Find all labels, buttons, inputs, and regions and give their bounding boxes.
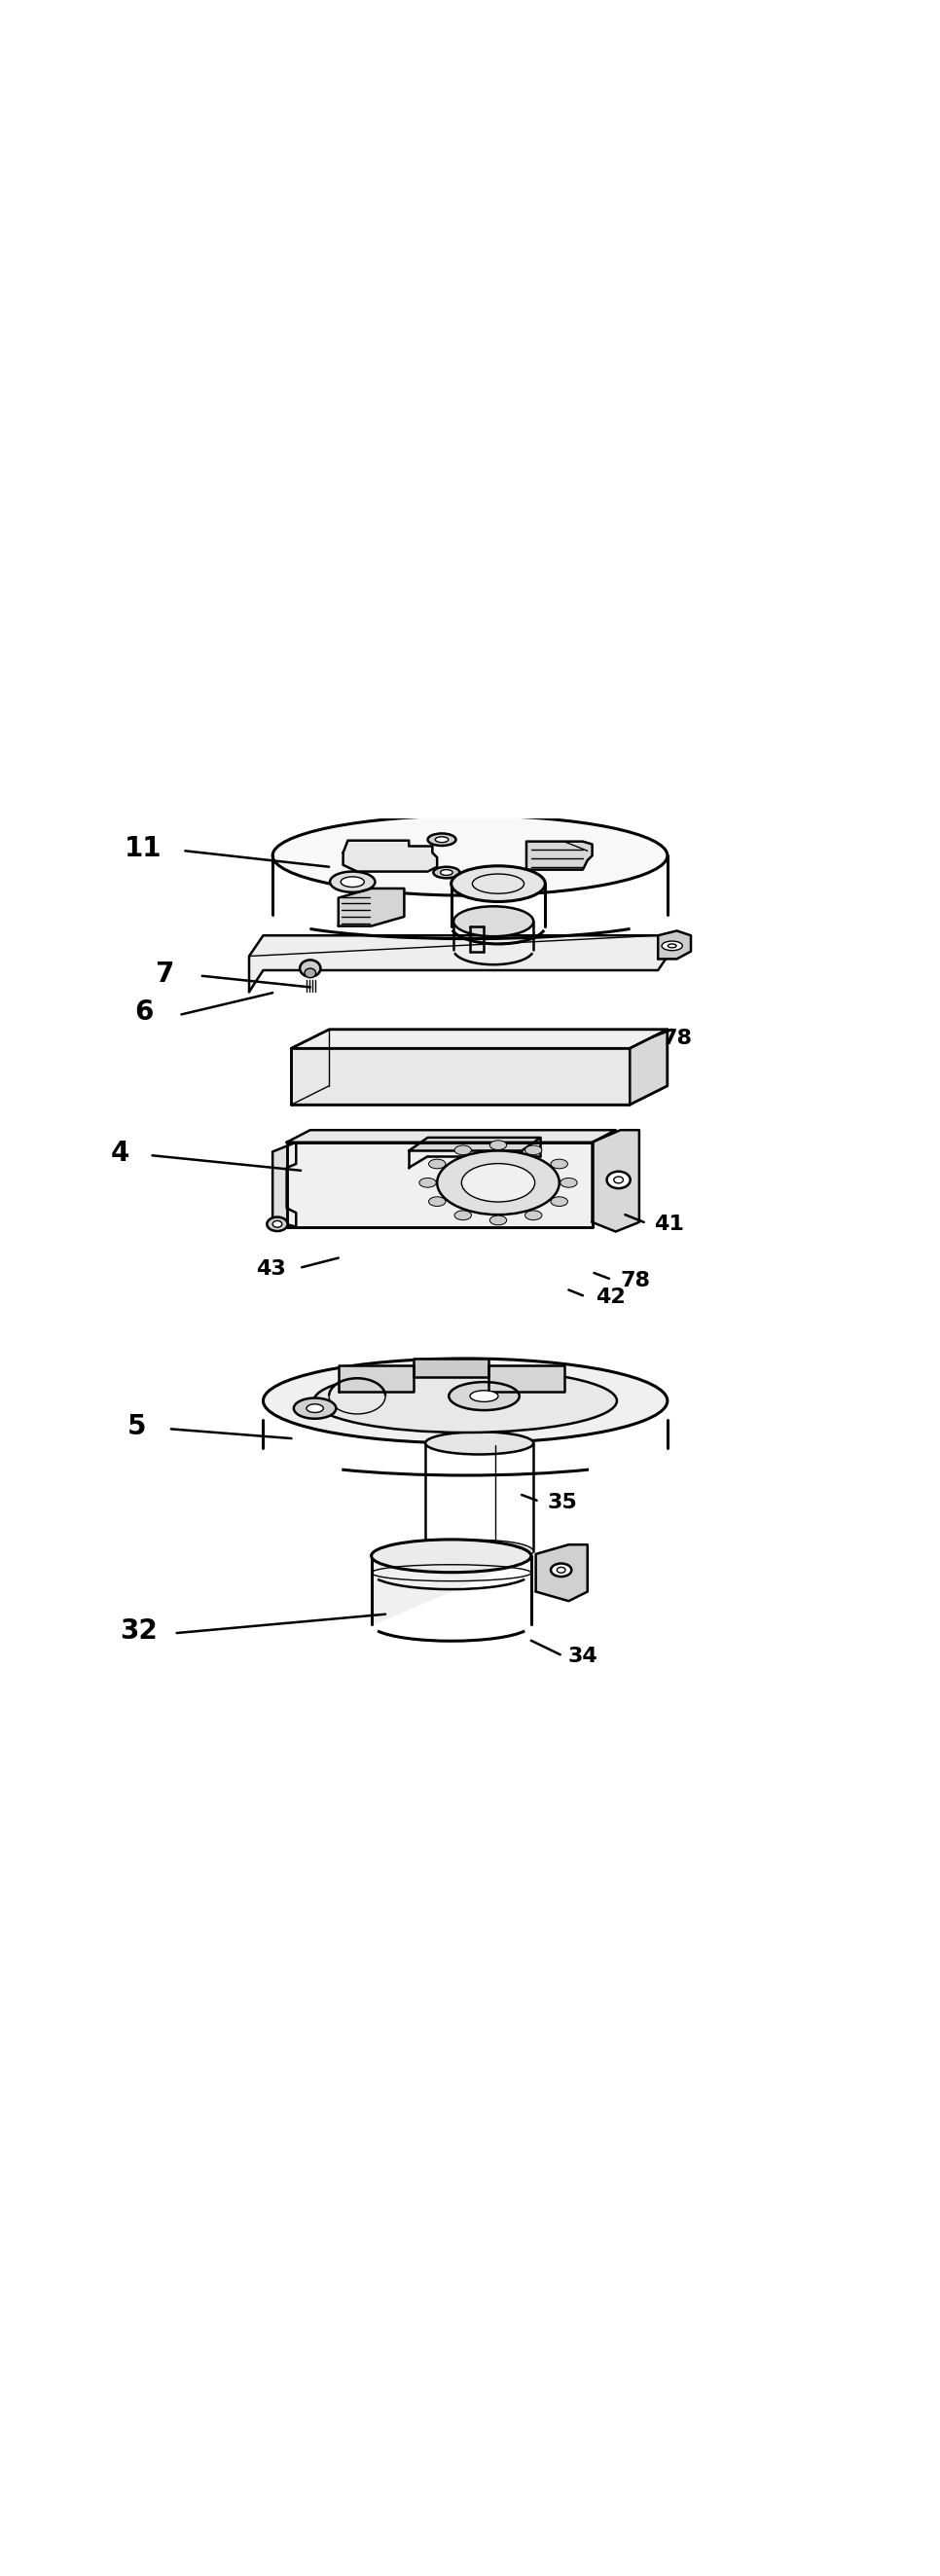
Polygon shape: [371, 1556, 531, 1625]
Ellipse shape: [330, 871, 375, 891]
Ellipse shape: [300, 961, 321, 976]
Ellipse shape: [614, 1177, 623, 1182]
Polygon shape: [658, 930, 691, 958]
Polygon shape: [291, 1048, 630, 1105]
Text: 41: 41: [654, 1213, 684, 1234]
Polygon shape: [630, 1030, 667, 1105]
Ellipse shape: [293, 1399, 337, 1419]
Polygon shape: [273, 1141, 296, 1226]
Ellipse shape: [455, 1211, 472, 1221]
Ellipse shape: [470, 1391, 498, 1401]
Ellipse shape: [428, 835, 456, 845]
Polygon shape: [338, 889, 404, 925]
Text: 34: 34: [568, 1646, 598, 1667]
Ellipse shape: [263, 1358, 667, 1443]
Ellipse shape: [607, 1172, 631, 1188]
Text: 78: 78: [620, 1270, 650, 1291]
Text: 32: 32: [120, 1618, 158, 1643]
Text: 5: 5: [127, 1414, 146, 1440]
Ellipse shape: [440, 871, 453, 876]
Ellipse shape: [435, 837, 448, 842]
Ellipse shape: [437, 1151, 559, 1216]
Polygon shape: [592, 1131, 639, 1231]
Text: 35: 35: [547, 1492, 577, 1512]
Ellipse shape: [449, 1381, 520, 1409]
Ellipse shape: [525, 1211, 541, 1221]
Ellipse shape: [556, 1566, 566, 1574]
Polygon shape: [338, 1365, 414, 1391]
Ellipse shape: [267, 1216, 288, 1231]
Ellipse shape: [525, 1146, 541, 1154]
Ellipse shape: [551, 1564, 572, 1577]
Ellipse shape: [419, 1177, 436, 1188]
Ellipse shape: [551, 1198, 568, 1206]
Ellipse shape: [341, 876, 365, 886]
Text: 4: 4: [111, 1141, 130, 1167]
Ellipse shape: [306, 1404, 323, 1412]
Ellipse shape: [314, 1368, 617, 1432]
Ellipse shape: [490, 1141, 507, 1149]
Ellipse shape: [429, 1159, 446, 1170]
Ellipse shape: [667, 943, 676, 948]
Text: 42: 42: [596, 1288, 626, 1306]
Ellipse shape: [371, 1540, 531, 1571]
Ellipse shape: [490, 1216, 507, 1226]
Polygon shape: [287, 1141, 592, 1226]
Ellipse shape: [305, 969, 316, 979]
Text: 7: 7: [155, 961, 174, 987]
Polygon shape: [343, 840, 437, 871]
Text: 11: 11: [124, 835, 162, 863]
Text: 43: 43: [256, 1260, 286, 1278]
Polygon shape: [489, 1365, 564, 1391]
Ellipse shape: [273, 817, 667, 896]
Polygon shape: [287, 1131, 616, 1141]
Ellipse shape: [662, 940, 682, 951]
Ellipse shape: [451, 866, 545, 902]
Polygon shape: [526, 842, 592, 871]
Polygon shape: [414, 1358, 489, 1378]
Polygon shape: [536, 1546, 588, 1602]
Ellipse shape: [426, 1432, 534, 1455]
Polygon shape: [291, 1030, 667, 1048]
Text: 6: 6: [134, 999, 153, 1025]
Ellipse shape: [433, 868, 460, 878]
Ellipse shape: [426, 1540, 534, 1564]
Polygon shape: [249, 935, 672, 992]
Ellipse shape: [273, 1221, 282, 1226]
Ellipse shape: [462, 1164, 535, 1203]
Ellipse shape: [429, 1198, 446, 1206]
Ellipse shape: [454, 907, 534, 938]
Ellipse shape: [560, 1177, 577, 1188]
Polygon shape: [409, 1139, 540, 1151]
Ellipse shape: [455, 1146, 472, 1154]
Text: 78: 78: [662, 1028, 692, 1048]
Ellipse shape: [551, 1159, 568, 1170]
